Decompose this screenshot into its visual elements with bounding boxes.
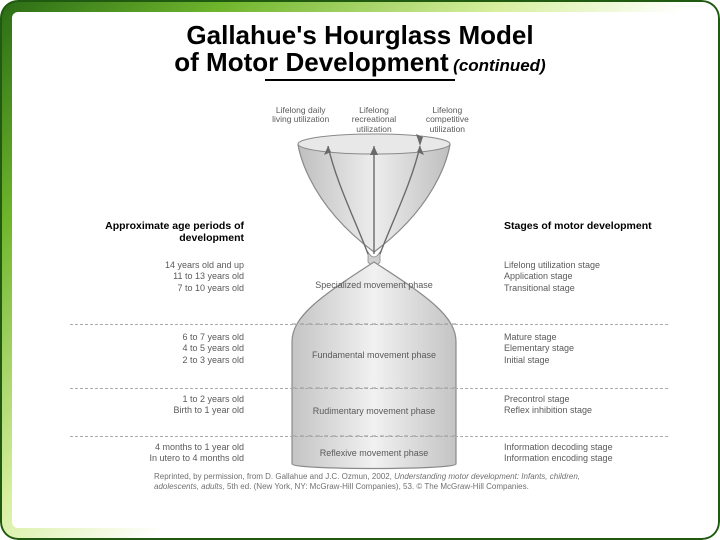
column-hourglass: Lifelong daily living utilization Lifelo… bbox=[264, 102, 484, 496]
citation-suffix: 5th ed. (New York, NY: McGraw-Hill Compa… bbox=[227, 482, 529, 491]
citation-prefix: Reprinted, by permission, from D. Gallah… bbox=[154, 472, 394, 481]
phase-reflexive: Reflexive movement phase bbox=[278, 448, 470, 458]
slide-title: Gallahue's Hourglass Model of Motor Deve… bbox=[14, 22, 706, 81]
title-continued: (continued) bbox=[453, 56, 546, 75]
stages-reflexive: Information decoding stageInformation en… bbox=[504, 442, 613, 465]
stages-fundamental: Mature stageElementary stageInitial stag… bbox=[504, 332, 574, 366]
ages-fundamental: 6 to 7 years old4 to 5 years old2 to 3 y… bbox=[182, 332, 244, 366]
hourglass-shape: Specialized movement phase Fundamental m… bbox=[278, 102, 470, 472]
ages-specialized: 14 years old and up11 to 13 years old7 t… bbox=[165, 260, 244, 294]
citation: Reprinted, by permission, from D. Gallah… bbox=[154, 472, 606, 492]
ages-reflexive: 4 months to 1 year oldIn utero to 4 mont… bbox=[149, 442, 244, 465]
stages-rudimentary: Precontrol stageReflex inhibition stage bbox=[504, 394, 592, 417]
stages-specialized: Lifelong utilization stageApplication st… bbox=[504, 260, 600, 294]
slide-surface: Gallahue's Hourglass Model of Motor Deve… bbox=[14, 14, 706, 526]
title-underline bbox=[265, 79, 455, 81]
ages-header: Approximate age periods of development bbox=[54, 220, 244, 244]
phase-rudimentary: Rudimentary movement phase bbox=[278, 406, 470, 416]
title-line-1: Gallahue's Hourglass Model bbox=[14, 22, 706, 49]
phase-fundamental: Fundamental movement phase bbox=[278, 350, 470, 360]
title-line-2: of Motor Development bbox=[174, 47, 448, 77]
stages-header: Stages of motor development bbox=[504, 220, 652, 232]
ages-rudimentary: 1 to 2 years oldBirth to 1 year old bbox=[173, 394, 244, 417]
phase-specialized: Specialized movement phase bbox=[278, 280, 470, 290]
column-stages: Stages of motor development Lifelong uti… bbox=[504, 102, 694, 496]
hourglass-diagram: Approximate age periods of development 1… bbox=[54, 102, 666, 496]
